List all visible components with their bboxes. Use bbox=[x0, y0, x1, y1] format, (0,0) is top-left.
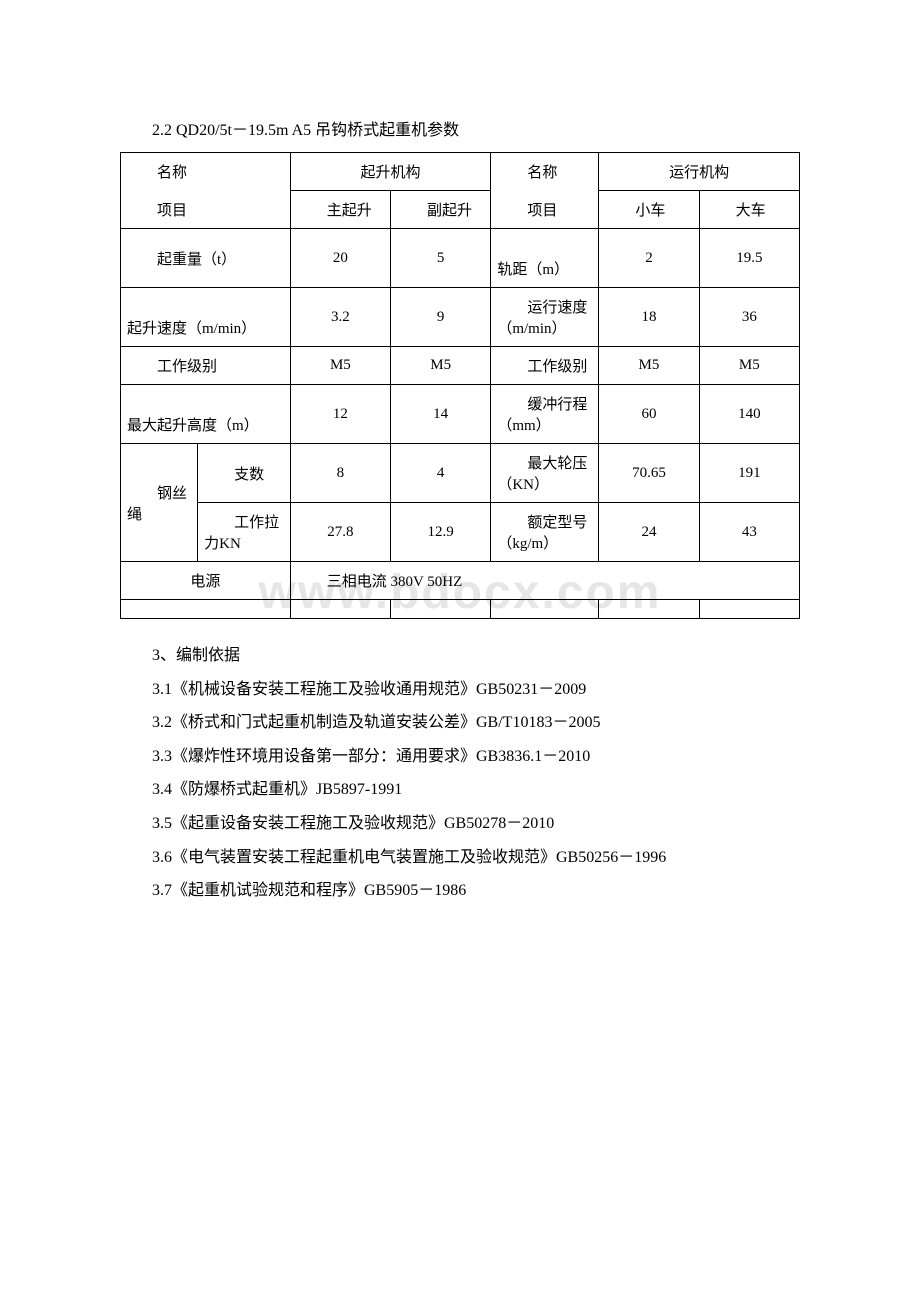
cell-sublabel: 支数 bbox=[198, 444, 291, 503]
cell-power-value: 三相电流 380V 50HZ bbox=[290, 562, 799, 600]
cell-label: 工作级别 bbox=[491, 347, 599, 385]
table-row: 工作级别 M5 M5 工作级别 M5 M5 bbox=[121, 347, 800, 385]
header-bridge: 大车 bbox=[699, 191, 799, 229]
header-lift-mech: 起升机构 bbox=[290, 153, 491, 191]
cell-value: 24 bbox=[599, 503, 699, 562]
cell-value: 14 bbox=[391, 385, 491, 444]
cell-label: 起重量（t） bbox=[121, 229, 291, 288]
basis-item: 3.1《机械设备安装工程施工及验收通用规范》GB50231－2009 bbox=[120, 673, 800, 707]
cell-label: 轨距（m） bbox=[491, 229, 599, 288]
header-travel-mech: 运行机构 bbox=[599, 153, 800, 191]
cell-value: 20 bbox=[290, 229, 390, 288]
cell-label: 最大起升高度（m） bbox=[121, 385, 291, 444]
cell-power-label: 电源 bbox=[121, 562, 291, 600]
cell-value: M5 bbox=[391, 347, 491, 385]
cell-value: M5 bbox=[290, 347, 390, 385]
cell-value: 2 bbox=[599, 229, 699, 288]
cell-value: M5 bbox=[599, 347, 699, 385]
cell-label: 运行速度（m/min） bbox=[491, 288, 599, 347]
basis-item: 3.4《防爆桥式起重机》JB5897-1991 bbox=[120, 773, 800, 807]
basis-item: 3.5《起重设备安装工程施工及验收规范》GB50278－2010 bbox=[120, 807, 800, 841]
cell-value: 140 bbox=[699, 385, 799, 444]
header-right-name-project: 名称 项目 bbox=[491, 153, 599, 229]
table-row: 最大起升高度（m） 12 14 缓冲行程（mm） 60 140 bbox=[121, 385, 800, 444]
cell-value: 27.8 bbox=[290, 503, 390, 562]
cell-value: 43 bbox=[699, 503, 799, 562]
table-row-empty bbox=[121, 600, 800, 619]
header-trolley: 小车 bbox=[599, 191, 699, 229]
cell-label: 缓冲行程（mm） bbox=[491, 385, 599, 444]
cell-value: 3.2 bbox=[290, 288, 390, 347]
cell-value: 70.65 bbox=[599, 444, 699, 503]
section-title: 2.2 QD20/5t－19.5m A5 吊钩桥式起重机参数 bbox=[120, 116, 800, 140]
table-row: 工作拉力KN 27.8 12.9 额定型号（kg/m） 24 43 bbox=[121, 503, 800, 562]
cell-value: 19.5 bbox=[699, 229, 799, 288]
cell-label: 工作级别 bbox=[121, 347, 291, 385]
cell-value: 18 bbox=[599, 288, 699, 347]
table-row: 起重量（t） 20 5 轨距（m） 2 19.5 bbox=[121, 229, 800, 288]
header-name-project: 名称 项目 bbox=[121, 153, 291, 229]
cell-value: 9 bbox=[391, 288, 491, 347]
table-row: 起升速度（m/min） 3.2 9 运行速度（m/min） 18 36 bbox=[121, 288, 800, 347]
cell-value: 12 bbox=[290, 385, 390, 444]
basis-item: 3.3《爆炸性环境用设备第一部分：通用要求》GB3836.1－2010 bbox=[120, 740, 800, 774]
cell-label: 最大轮压（KN） bbox=[491, 444, 599, 503]
cell-value: 60 bbox=[599, 385, 699, 444]
table-row: 钢丝绳 支数 8 4 最大轮压（KN） 70.65 191 bbox=[121, 444, 800, 503]
basis-item: 3.7《起重机试验规范和程序》GB5905－1986 bbox=[120, 874, 800, 908]
header-aux-lift: 副起升 bbox=[391, 191, 491, 229]
cell-value: 12.9 bbox=[391, 503, 491, 562]
cell-sublabel: 工作拉力KN bbox=[198, 503, 291, 562]
cell-value: 5 bbox=[391, 229, 491, 288]
cell-value: 191 bbox=[699, 444, 799, 503]
cell-value: 8 bbox=[290, 444, 390, 503]
header-main-lift: 主起升 bbox=[290, 191, 390, 229]
cell-label: 额定型号（kg/m） bbox=[491, 503, 599, 562]
table-row: 电源 三相电流 380V 50HZ bbox=[121, 562, 800, 600]
basis-item: 3.2《桥式和门式起重机制造及轨道安装公差》GB/T10183－2005 bbox=[120, 706, 800, 740]
cell-label: 起升速度（m/min） bbox=[121, 288, 291, 347]
table-row: 名称 项目 起升机构 名称 项目 运行机构 bbox=[121, 153, 800, 191]
cell-value: 4 bbox=[391, 444, 491, 503]
cell-value: M5 bbox=[699, 347, 799, 385]
basis-title: 3、编制依据 bbox=[120, 639, 800, 673]
parameters-table: 名称 项目 起升机构 名称 项目 运行机构 主起升 副起升 小车 大车 起重量（… bbox=[120, 152, 800, 619]
basis-item: 3.6《电气装置安装工程起重机电气装置施工及验收规范》GB50256－1996 bbox=[120, 841, 800, 875]
cell-value: 36 bbox=[699, 288, 799, 347]
cell-rope-group: 钢丝绳 bbox=[121, 444, 198, 562]
